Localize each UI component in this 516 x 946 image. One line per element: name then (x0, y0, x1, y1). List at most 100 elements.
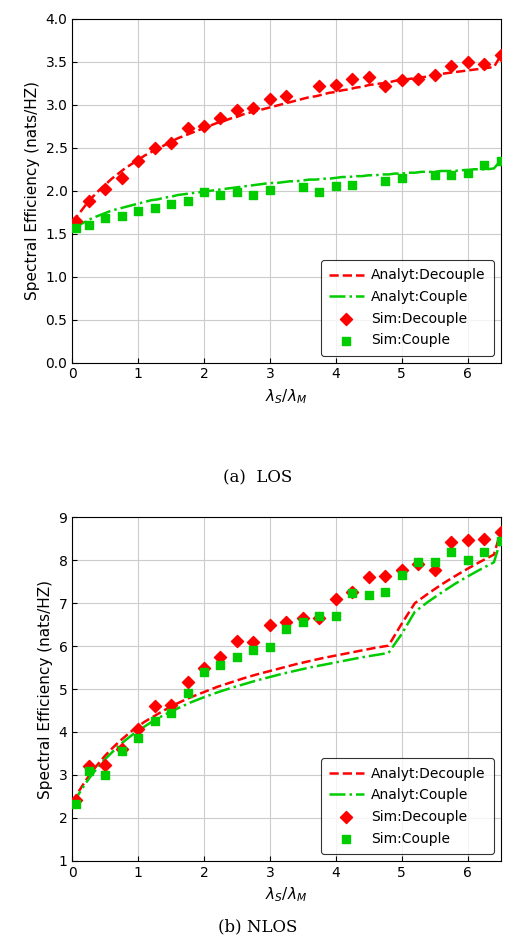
Sim:Couple (414, 554, 422, 569)
Analyt:Couple (497, 535, 504, 547)
Sim:Couple (200, 664, 208, 679)
Analyt:Decouple (69, 217, 75, 228)
Analyt:Decouple (333, 650, 339, 661)
Sim:Couple (200, 184, 208, 200)
Sim:Couple (151, 713, 159, 728)
Sim:Couple (71, 220, 79, 236)
Analyt:Couple (162, 710, 168, 721)
Analyt:Couple (425, 596, 431, 607)
Sim:Couple (216, 187, 224, 202)
Sim:Couple (71, 797, 79, 812)
Analyt:Couple (128, 729, 135, 741)
Analyt:Decouple (307, 656, 313, 667)
Sim:Couple (183, 194, 191, 209)
Sim:Decouple (315, 610, 324, 625)
Sim:Decouple (233, 102, 241, 117)
Sim:Couple (249, 643, 257, 658)
Sim:Decouple (315, 79, 324, 94)
Analyt:Decouple (405, 74, 411, 85)
Analyt:Decouple (168, 701, 174, 712)
Sim:Decouple (183, 674, 191, 690)
Line: Analyt:Couple: Analyt:Couple (72, 541, 501, 805)
Sim:Decouple (216, 649, 224, 664)
Sim:Couple (348, 177, 357, 192)
Analyt:Decouple (464, 563, 471, 574)
Y-axis label: Spectral Efficiency (nats/HZ): Spectral Efficiency (nats/HZ) (25, 81, 40, 300)
Analyt:Couple (372, 649, 378, 660)
Analyt:Decouple (188, 692, 194, 703)
Analyt:Decouple (425, 588, 431, 600)
Analyt:Decouple (141, 716, 148, 727)
Sim:Couple (101, 767, 109, 782)
Sim:Decouple (249, 634, 257, 649)
Analyt:Couple (135, 725, 141, 736)
Analyt:Couple (115, 741, 121, 752)
Analyt:Decouple (122, 731, 128, 743)
X-axis label: $\lambda_S/\lambda_M$: $\lambda_S/\lambda_M$ (265, 387, 308, 406)
Sim:Couple (496, 153, 505, 168)
Analyt:Couple (168, 706, 174, 717)
Legend: Analyt:Decouple, Analyt:Couple, Sim:Decouple, Sim:Couple: Analyt:Decouple, Analyt:Couple, Sim:Deco… (321, 260, 494, 356)
Analyt:Decouple (76, 785, 82, 797)
Analyt:Couple (405, 167, 411, 179)
Sim:Decouple (200, 660, 208, 675)
Analyt:Decouple (135, 721, 141, 732)
Analyt:Decouple (109, 743, 115, 754)
Sim:Decouple (332, 78, 340, 93)
Analyt:Decouple (398, 618, 405, 629)
Sim:Decouple (101, 757, 109, 772)
Sim:Couple (134, 731, 142, 746)
Sim:Decouple (430, 563, 439, 578)
Sim:Couple (332, 608, 340, 623)
Analyt:Couple (333, 657, 339, 668)
Analyt:Decouple (267, 665, 273, 676)
Sim:Decouple (249, 100, 257, 115)
Sim:Decouple (348, 585, 357, 600)
Analyt:Couple (69, 224, 75, 236)
Sim:Decouple (233, 634, 241, 649)
Sim:Couple (397, 568, 406, 583)
Analyt:Couple (267, 672, 273, 683)
Sim:Decouple (151, 140, 159, 155)
Analyt:Decouple (227, 677, 233, 689)
Analyt:Couple (464, 570, 471, 582)
Sim:Decouple (282, 89, 291, 104)
Analyt:Decouple (148, 712, 154, 724)
Sim:Couple (430, 554, 439, 569)
Sim:Couple (85, 763, 93, 779)
Analyt:Couple (293, 665, 299, 676)
Analyt:Couple (95, 761, 102, 772)
Sim:Decouple (118, 170, 126, 185)
Analyt:Decouple (214, 681, 220, 692)
Analyt:Decouple (464, 64, 471, 76)
Sim:Couple (496, 534, 505, 549)
Analyt:Decouple (372, 642, 378, 654)
Analyt:Decouple (478, 556, 484, 568)
Analyt:Decouple (89, 766, 95, 778)
Analyt:Decouple (69, 797, 75, 809)
Sim:Couple (282, 622, 291, 637)
Sim:Decouple (266, 91, 274, 106)
Sim:Couple (381, 584, 390, 599)
Analyt:Couple (254, 674, 260, 686)
Sim:Couple (332, 179, 340, 194)
Sim:Couple (430, 167, 439, 183)
Analyt:Decouple (254, 105, 260, 116)
Analyt:Decouple (254, 669, 260, 680)
Line: Analyt:Decouple: Analyt:Decouple (72, 56, 501, 222)
Analyt:Decouple (438, 579, 444, 590)
Sim:Couple (266, 639, 274, 655)
Analyt:Decouple (319, 653, 326, 664)
Analyt:Couple (214, 687, 220, 698)
Analyt:Couple (438, 587, 444, 599)
Sim:Decouple (414, 557, 422, 572)
Analyt:Couple (174, 189, 181, 201)
Text: (b) NLOS: (b) NLOS (218, 919, 298, 936)
Analyt:Couple (412, 606, 418, 618)
Analyt:Couple (188, 696, 194, 708)
Sim:Decouple (463, 54, 472, 69)
Sim:Decouple (299, 610, 307, 625)
Sim:Decouple (71, 213, 79, 228)
Sim:Decouple (183, 120, 191, 135)
Sim:Decouple (134, 153, 142, 168)
